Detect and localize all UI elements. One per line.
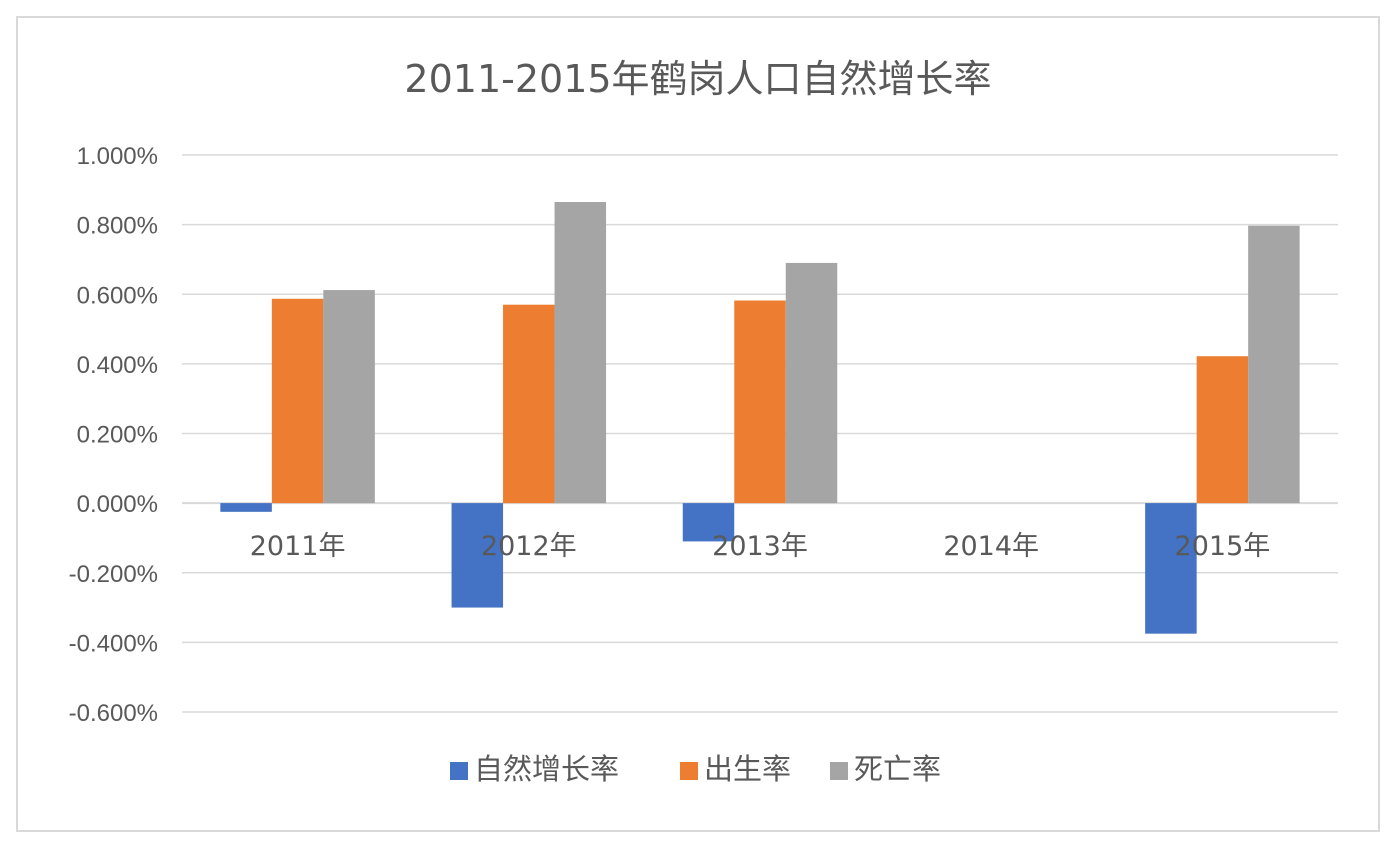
bar-出生率-2012年: [503, 304, 555, 504]
y-tick-label: 0.000%: [77, 491, 158, 518]
bar-出生率-2011年: [271, 298, 324, 504]
y-tick-label: 0.800%: [77, 213, 158, 240]
bar-死亡率-2012年: [554, 201, 607, 504]
x-axis-category-labels: 2011年 2012年 2013年 2014年 2015年: [250, 531, 1271, 562]
y-tick-label: 0.400%: [77, 352, 158, 379]
chart-svg: 2011-2015年鹤岗人口自然增长率 1.000% 0.800% 0.600% 0.…: [69, 57, 1338, 786]
bar-出生率-2015年: [1196, 356, 1249, 504]
legend-swatch: [680, 762, 698, 780]
x-category-label: 2012年: [481, 531, 577, 562]
legend-label: 死亡率: [854, 752, 941, 786]
y-tick-label: 1.000%: [77, 143, 158, 170]
legend: 自然增长率 出生率 死亡率: [450, 752, 941, 786]
bar-自然增长率-2012年: [451, 503, 504, 608]
x-category-label: 2015年: [1175, 531, 1271, 562]
bar-自然增长率-2011年: [220, 503, 272, 512]
x-category-label: 2011年: [250, 531, 346, 562]
y-tick-label: 0.200%: [77, 422, 158, 449]
legend-label: 自然增长率: [474, 752, 619, 786]
y-tick-label: -0.400%: [69, 630, 158, 657]
bar-自然增长率-2013年: [682, 503, 735, 542]
bar-出生率-2013年: [734, 300, 786, 504]
bars: [220, 201, 1300, 634]
bar-自然增长率-2015年: [1145, 503, 1197, 634]
legend-swatch: [830, 762, 848, 780]
legend-label: 出生率: [704, 752, 791, 786]
y-tick-label: -0.200%: [69, 561, 158, 588]
x-category-label: 2013年: [712, 531, 808, 562]
y-axis-tick-labels: 1.000% 0.800% 0.600% 0.400% 0.200% 0.000% -0.2…: [69, 143, 158, 727]
x-category-label: 2014年: [943, 531, 1039, 562]
y-tick-label: -0.600%: [69, 700, 158, 727]
bar-死亡率-2011年: [323, 290, 375, 504]
legend-swatch: [450, 762, 468, 780]
bar-死亡率-2015年: [1248, 225, 1300, 504]
chart-container: 2011-2015年鹤岗人口自然增长率 1.000% 0.800% 0.600% 0.…: [16, 16, 1380, 832]
y-tick-label: 0.600%: [77, 282, 158, 309]
chart-title: 2011-2015年鹤岗人口自然增长率: [404, 57, 991, 101]
bar-死亡率-2013年: [785, 262, 838, 504]
